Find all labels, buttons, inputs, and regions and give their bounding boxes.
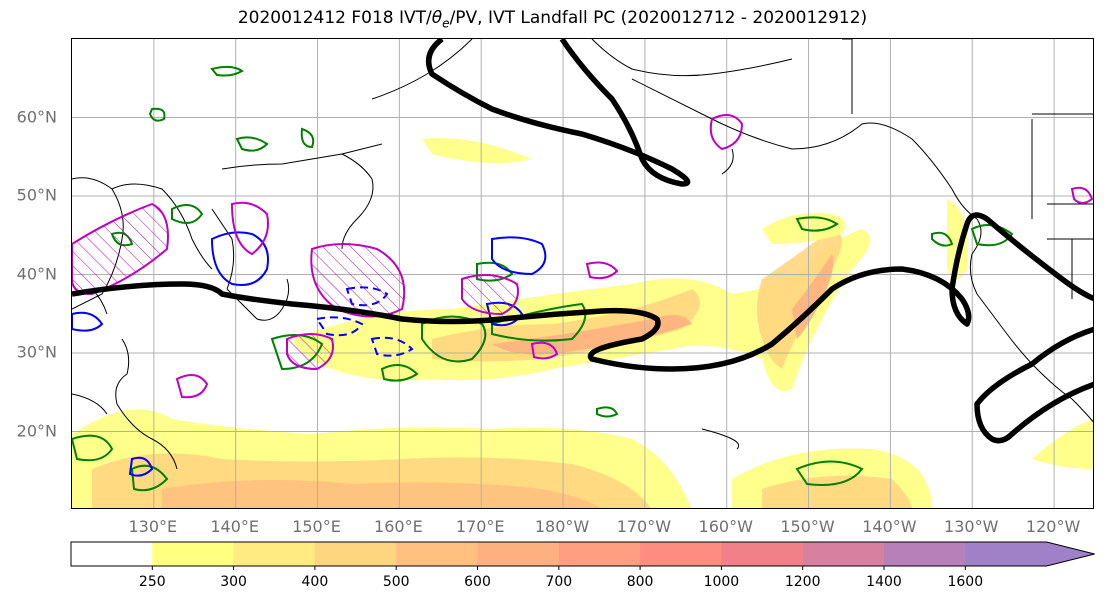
colorbar-segment xyxy=(802,542,885,566)
colorbar-tick-label: 600 xyxy=(464,574,491,590)
map-title: 2020012412 F018 IVT/θe/PV, IVT Landfall … xyxy=(237,8,868,31)
colorbar-tick-label: 1000 xyxy=(703,574,740,590)
colorbar-segment xyxy=(152,542,235,566)
colorbar-tick-label: 800 xyxy=(626,574,654,590)
longitude-label: 120°W xyxy=(1025,517,1081,536)
colorbar-segment xyxy=(71,542,153,566)
longitude-label: 140°E xyxy=(210,517,259,536)
colorbar-tick-label: 250 xyxy=(138,574,166,590)
map-panel xyxy=(71,38,1094,509)
colorbar-tick-label: 400 xyxy=(301,574,329,590)
longitude-label: 130°W xyxy=(944,517,999,536)
colorbar-outline xyxy=(70,541,1095,567)
colorbar-segment xyxy=(477,542,560,566)
longitude-label: 180°W xyxy=(534,517,590,536)
map-canvas xyxy=(72,39,1093,508)
coastlines xyxy=(72,39,1093,470)
longitude-label: 170°E xyxy=(455,517,505,536)
colorbar-tick-label: 500 xyxy=(382,574,410,590)
colorbar-segment xyxy=(558,542,641,566)
latitude-label: 20°N xyxy=(16,421,57,440)
colorbar xyxy=(70,541,1095,570)
latitude-label: 50°N xyxy=(16,185,57,205)
longitude-label: 140°W xyxy=(862,517,917,536)
latitude-label: 40°N xyxy=(16,264,57,283)
colorbar-segment xyxy=(965,542,1048,566)
longitude-label: 150°W xyxy=(780,517,835,536)
longitude-label: 150°E xyxy=(292,517,341,536)
hatched-contours xyxy=(72,114,1093,399)
colorbar-tick-label: 700 xyxy=(545,574,573,590)
colorbar-tick-label: 1200 xyxy=(784,574,821,590)
colorbar-segment xyxy=(640,542,722,566)
colorbar-tick-label: 1400 xyxy=(866,574,902,590)
colorbar-tick-label: 1600 xyxy=(947,574,984,590)
colorbar-extend-arrow xyxy=(1046,542,1095,566)
colorbar-segment xyxy=(233,542,316,566)
colorbar-segment xyxy=(314,542,397,566)
longitude-label: 170°W xyxy=(616,517,672,536)
ivt-shading xyxy=(72,138,1093,508)
latitude-label: 30°N xyxy=(16,342,57,362)
latitude-label: 60°N xyxy=(16,107,57,126)
colorbar-segment xyxy=(884,542,966,566)
longitude-label: 130°E xyxy=(128,517,178,536)
colorbar-segment xyxy=(721,542,804,566)
longitude-label: 160°W xyxy=(698,517,753,536)
colorbar-segment xyxy=(396,542,478,566)
longitude-label: 160°E xyxy=(374,517,423,536)
colorbar-segments xyxy=(70,541,1095,570)
colorbar-tick-label: 300 xyxy=(220,574,247,590)
ivt-landfall-contour xyxy=(72,39,1093,444)
